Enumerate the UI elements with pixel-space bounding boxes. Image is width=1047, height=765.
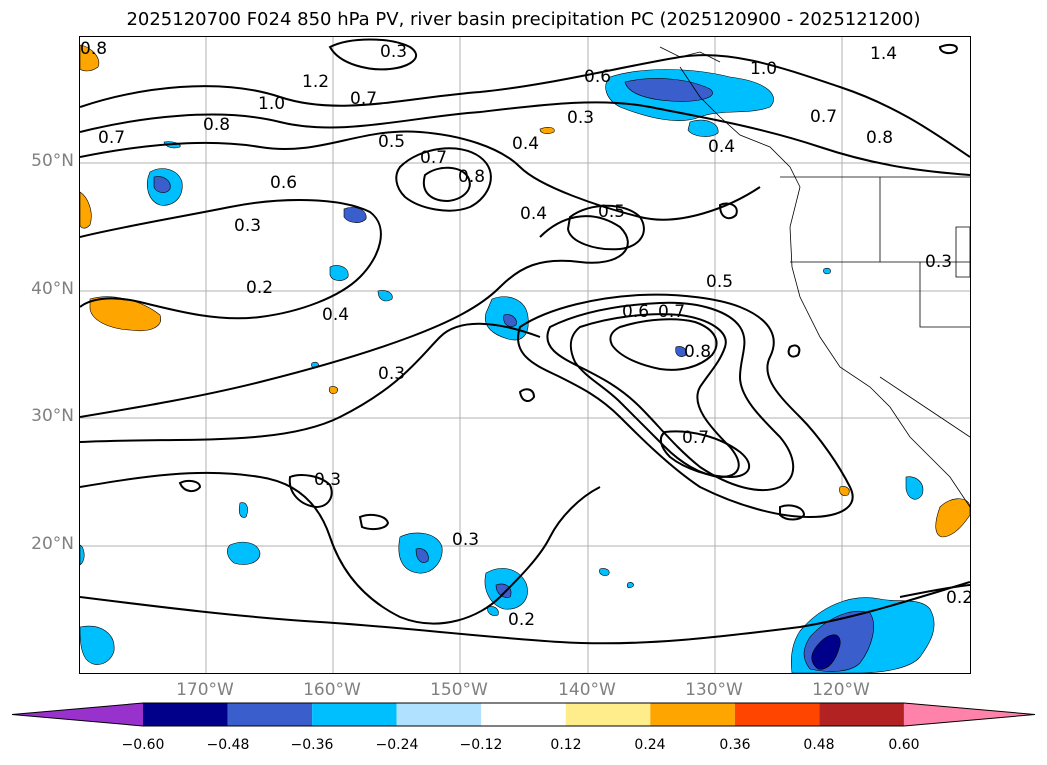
contour-label: 0.4 <box>708 137 735 157</box>
colorbar-segment <box>312 703 397 726</box>
lat-label-50n: 50°N <box>31 151 74 171</box>
colorbar-segment <box>396 703 482 726</box>
contour-label: 0.7 <box>420 148 447 168</box>
map-title: 2025120700 F024 850 hPa PV, river basin … <box>126 9 921 30</box>
contour-label: 0.7 <box>98 128 125 148</box>
lon-label-120w: 120°W <box>812 680 870 700</box>
contour-label: 0.4 <box>512 134 539 154</box>
colorbar-segment <box>565 703 651 726</box>
colorbar-tick: −0.48 <box>206 737 250 753</box>
contour-label: 0.4 <box>520 204 547 224</box>
contour-label: 0.6 <box>622 302 649 322</box>
contour-label: 0.7 <box>658 302 685 322</box>
colorbar-tick: −0.36 <box>290 737 334 753</box>
contour-label: 0.3 <box>925 252 952 272</box>
colorbar-segment <box>734 703 820 726</box>
lon-label-170w: 170°W <box>176 680 234 700</box>
colorbar-segment <box>12 703 143 726</box>
contour-label: 0.2 <box>508 610 535 630</box>
contour-label: 0.7 <box>682 428 709 448</box>
contour-label: 0.5 <box>706 272 733 292</box>
contour-label: 0.8 <box>458 167 485 187</box>
colorbar-outline <box>11 702 1036 727</box>
contour-label: 0.8 <box>684 342 711 362</box>
contour-label: 0.5 <box>598 202 625 222</box>
lon-label-160w: 160°W <box>303 680 361 700</box>
colorbar-tick: 0.60 <box>888 737 920 753</box>
contour-label: 1.2 <box>302 72 329 92</box>
contour-label: 1.4 <box>870 44 897 64</box>
colorbar-tick: −0.60 <box>121 737 165 753</box>
contour-label: 0.3 <box>314 470 341 490</box>
lon-label-150w: 150°W <box>430 680 488 700</box>
contour-label: 0.3 <box>380 42 407 62</box>
contour-label: 0.8 <box>866 128 893 148</box>
map-panel: 0.8 1.0 1.2 0.7 0.8 0.7 0.5 0.7 0.8 0.6 … <box>79 36 971 674</box>
coastlines <box>659 46 970 508</box>
map-canvas: 0.8 1.0 1.2 0.7 0.8 0.7 0.5 0.7 0.8 0.6 … <box>80 37 970 673</box>
contour-label: 0.7 <box>810 107 837 127</box>
colorbar-tick: −0.12 <box>459 737 503 753</box>
colorbar-tick: 0.36 <box>719 737 751 753</box>
contour-label: 0.3 <box>234 216 261 236</box>
contour-label: 0.3 <box>567 108 594 128</box>
colorbar-tick: −0.24 <box>375 737 419 753</box>
colorbar-segment <box>819 703 904 726</box>
lat-label-20n: 20°N <box>31 534 74 554</box>
contour-labels: 0.8 1.0 1.2 0.7 0.8 0.7 0.5 0.7 0.8 0.6 … <box>80 39 970 630</box>
contour-label: 0.7 <box>350 89 377 109</box>
contour-label: 1.0 <box>750 59 777 79</box>
lat-label-30n: 30°N <box>31 406 74 426</box>
contour-label: 0.3 <box>378 364 405 384</box>
contour-label: 0.5 <box>378 132 405 152</box>
colorbar-segment <box>227 703 313 726</box>
pv-contours <box>80 38 970 645</box>
colorbar-segment <box>650 703 735 726</box>
contour-label: 0.6 <box>270 173 297 193</box>
contour-label: 0.8 <box>80 39 107 59</box>
precip-fills <box>80 44 970 673</box>
contour-label: 0.8 <box>203 115 230 135</box>
contour-label: 0.4 <box>322 305 349 325</box>
contour-label: 0.2 <box>246 278 273 298</box>
contour-label: 1.0 <box>258 94 285 114</box>
colorbar-segment <box>481 703 566 726</box>
lon-label-140w: 140°W <box>558 680 616 700</box>
colorbar-tick: 0.12 <box>550 737 582 753</box>
colorbar-segment <box>143 703 228 726</box>
colorbar-segment <box>903 703 1035 726</box>
colorbar-tick: 0.48 <box>803 737 835 753</box>
colorbar <box>11 702 1036 727</box>
colorbar-tick: 0.24 <box>634 737 666 753</box>
contour-label: 0.2 <box>946 588 970 608</box>
lon-label-130w: 130°W <box>685 680 743 700</box>
lat-label-40n: 40°N <box>31 279 74 299</box>
contour-label: 0.3 <box>452 530 479 550</box>
contour-label: 0.6 <box>584 67 611 87</box>
